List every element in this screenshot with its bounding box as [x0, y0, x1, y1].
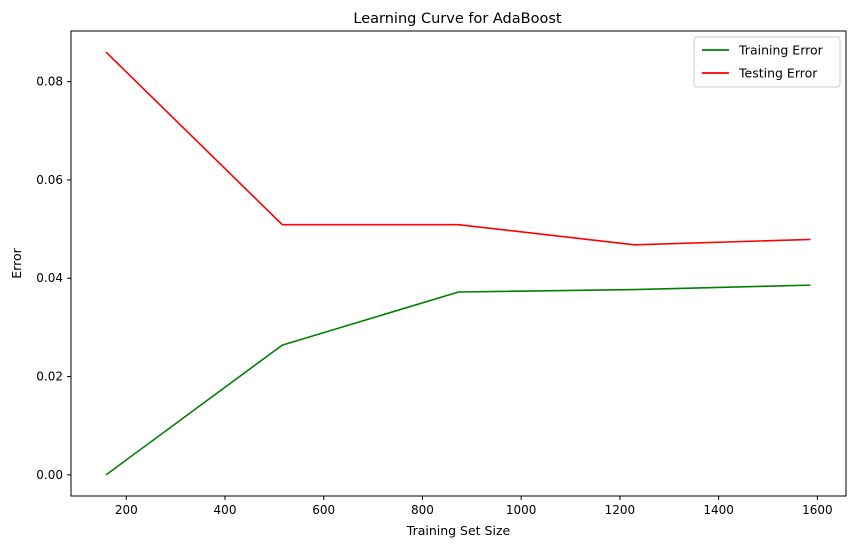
y-tick-label: 0.04 [36, 271, 63, 285]
x-tick-label: 600 [312, 503, 335, 517]
y-axis: 0.00 0.02 0.04 0.06 0.08 [36, 75, 71, 482]
chart-title: Learning Curve for AdaBoost [353, 11, 561, 27]
y-tick-label: 0.02 [36, 370, 63, 384]
legend-box [693, 36, 841, 88]
x-tick-label: 1200 [605, 503, 636, 517]
series-lines [105, 51, 811, 476]
x-tick-label: 1400 [703, 503, 734, 517]
x-tick-label: 400 [214, 503, 237, 517]
x-tick-label: 800 [411, 503, 434, 517]
legend-label-testing-error: Testing Error [738, 66, 818, 81]
y-axis-label: Error [9, 247, 24, 278]
y-tick-label: 0.06 [36, 173, 63, 187]
x-axis: 200 400 600 800 1000 1200 1400 1600 [115, 496, 833, 517]
plot-area [70, 30, 847, 497]
legend: Training Error Testing Error [693, 36, 841, 88]
x-tick-label: 200 [115, 503, 138, 517]
x-axis-label: Training Set Size [406, 523, 511, 538]
y-tick-label: 0.08 [36, 75, 63, 89]
x-tick-label: 1600 [802, 503, 833, 517]
legend-label-training-error: Training Error [738, 43, 824, 58]
y-tick-label: 0.00 [36, 468, 63, 482]
x-tick-label: 1000 [506, 503, 537, 517]
series-line-training-error [105, 284, 811, 476]
series-line-testing-error [105, 51, 811, 246]
